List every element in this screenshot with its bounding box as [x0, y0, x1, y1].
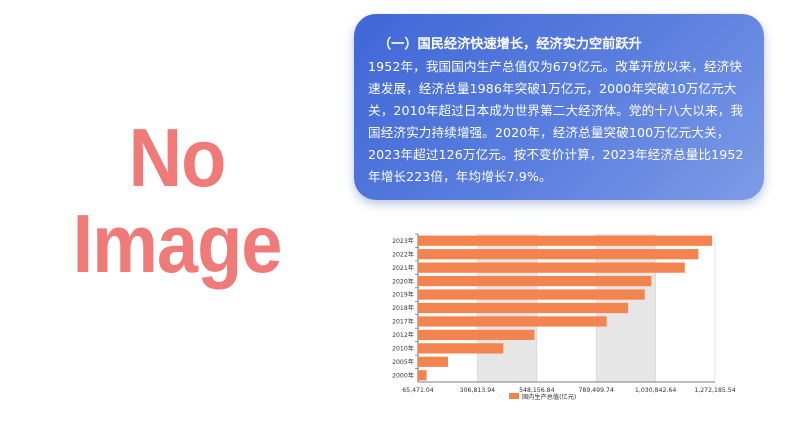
bar-2010年: [418, 343, 504, 354]
x-tick-label: 306,813.94: [460, 387, 495, 394]
info-card: （一）国民经济快速增长，经济实力空前跃升 1952年，我国国内生产总值仅为679…: [354, 14, 764, 200]
bar-2019年: [418, 289, 645, 300]
bar-2021年: [418, 262, 685, 273]
x-tick-label: 1,030,842.64: [635, 387, 676, 394]
legend-label: 国内生产总值(亿元): [522, 393, 576, 401]
x-tick-label: 789,499.74: [578, 387, 613, 394]
bar-2017年: [418, 316, 607, 327]
x-tick-label: 65,471.04: [402, 387, 434, 394]
x-tick-label: 548,156.84: [519, 387, 554, 394]
gdp-bar-chart: 2023年 2022年 2021年 2020年 2019年 2018年 2017年 2012年…: [392, 233, 736, 401]
bar-2005年: [418, 356, 448, 367]
category-label: 2020年: [392, 277, 414, 285]
category-label: 2023年: [392, 237, 414, 245]
category-label: 2000年: [392, 371, 414, 379]
category-label: 2012年: [392, 331, 414, 339]
category-label: 2022年: [392, 250, 414, 258]
bar-2012年: [418, 329, 535, 341]
category-label: 2017年: [392, 318, 414, 326]
placeholder-line-2: Image: [72, 196, 283, 290]
legend-swatch: [509, 393, 519, 399]
category-label: 2019年: [392, 291, 414, 299]
card-body: 1952年，我国国内生产总值仅为679亿元。改革开放以来，经济快速发展，经济总量…: [368, 59, 744, 184]
bar-2023年: [418, 235, 713, 246]
category-label: 2005年: [392, 358, 414, 366]
bar-2022年: [418, 249, 699, 260]
category-label: 2010年: [392, 345, 414, 353]
bar-2000年: [418, 370, 427, 381]
bar-2020年: [418, 275, 652, 287]
no-image-placeholder: No Image: [72, 113, 283, 290]
x-tick-label: 1,272,185.54: [694, 387, 735, 394]
category-label: 2021年: [392, 264, 414, 272]
card-title: （一）国民经济快速增长，经济实力空前跃升: [378, 37, 642, 52]
category-label: 2018年: [392, 304, 414, 312]
bar-2018年: [418, 302, 629, 314]
placeholder-line-1: No: [128, 110, 227, 204]
